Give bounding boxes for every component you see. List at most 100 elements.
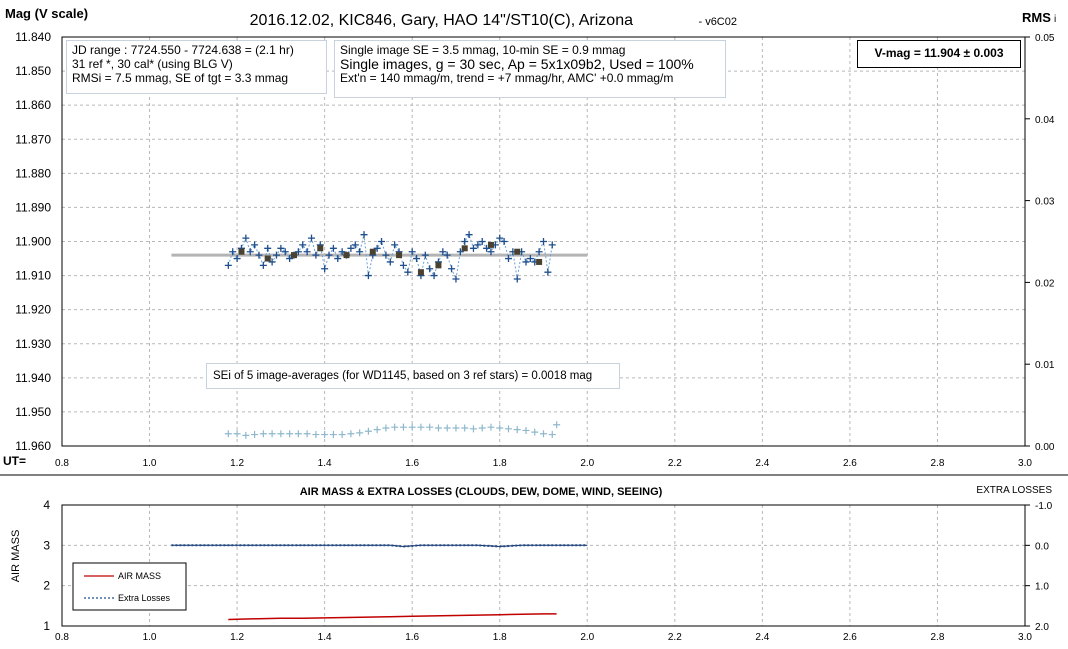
top-y2-tick-label: 0.01 xyxy=(1035,360,1055,371)
bottom-data-marks xyxy=(171,544,588,621)
rms-point xyxy=(303,430,311,438)
bottom-title: AIR MASS & EXTRA LOSSES (CLOUDS, DEW, DO… xyxy=(300,486,663,498)
single-image-point xyxy=(251,241,259,249)
average-point xyxy=(290,252,297,259)
bottom-y-tick-label: 1 xyxy=(43,619,50,633)
legend-frame xyxy=(72,562,187,611)
top-x-ticks: 0.8 1.0 1.2 1.4 1.6 1.8 2.0 2.2 2.4 2.6 2.8 3.0 xyxy=(55,458,1032,469)
info-extinction: Ext'n = 140 mmag/m, trend = +7 mmag/hr, … xyxy=(340,71,674,85)
rms-point xyxy=(321,431,329,439)
bottom-x-tick-label: 2.2 xyxy=(668,632,682,643)
bottom-y-ticks: 4 3 2 1 xyxy=(43,498,50,633)
bottom-y2-tick-label: 1.0 xyxy=(1035,582,1049,593)
average-point xyxy=(343,252,350,259)
rms-point xyxy=(417,423,425,431)
top-y-tick-label: 11.900 xyxy=(15,235,51,249)
single-image-point xyxy=(373,244,381,252)
rms-point xyxy=(478,424,486,432)
single-image-point xyxy=(513,275,521,283)
extra-losses-dotted-line xyxy=(171,544,588,548)
info-jd-range: JD range : 7724.550 - 7724.638 = (2.1 hr… xyxy=(72,43,294,57)
top-y-tick-label: 11.910 xyxy=(15,269,51,283)
average-point xyxy=(461,245,468,252)
rms-point xyxy=(522,426,530,434)
rms-point xyxy=(259,430,267,438)
bottom-x-tick-label: 3.0 xyxy=(1018,632,1032,643)
single-image-point xyxy=(487,248,495,256)
single-image-point xyxy=(255,251,263,259)
rms-point xyxy=(312,431,320,439)
single-image-point xyxy=(548,241,556,249)
top-y2-tick-label: 0.03 xyxy=(1035,197,1055,208)
rms-point xyxy=(277,430,285,438)
rms-point xyxy=(286,430,294,438)
rms-point xyxy=(294,430,302,438)
single-image-point xyxy=(242,234,250,242)
single-image-point xyxy=(351,241,359,249)
single-image-point xyxy=(286,255,294,263)
top-y-tick-label: 11.930 xyxy=(15,337,51,351)
average-point xyxy=(435,262,442,269)
rms-point xyxy=(233,430,241,438)
rms-point xyxy=(251,431,259,439)
bottom-y2-tick-label: 0.0 xyxy=(1035,541,1049,552)
single-image-point xyxy=(469,244,477,252)
single-image-point xyxy=(378,238,386,245)
rms-point xyxy=(391,423,399,431)
single-image-point xyxy=(233,255,241,263)
rms-point xyxy=(242,431,250,439)
rms-point xyxy=(531,428,539,436)
single-image-point xyxy=(277,244,285,252)
bottom-x-tick-label: 1.6 xyxy=(405,632,419,643)
single-image-point xyxy=(347,244,355,252)
info-box-left: JD range : 7724.550 - 7724.638 = (2.1 hr… xyxy=(66,40,327,94)
bottom-y2-label: EXTRA LOSSES xyxy=(976,485,1052,496)
y2-axis-label-sub: i xyxy=(1054,14,1056,25)
single-image-point xyxy=(474,241,482,249)
single-image-point xyxy=(526,255,534,263)
rms-point xyxy=(426,423,434,431)
single-image-point xyxy=(246,248,254,256)
single-image-point xyxy=(329,244,337,252)
single-image-point xyxy=(496,234,504,242)
info-box-middle: Single image SE = 3.5 mmag, 10-min SE = … xyxy=(334,40,726,98)
top-y-tick-label: 11.960 xyxy=(15,439,51,453)
top-y2-tick-label: 0.04 xyxy=(1035,115,1055,126)
single-image-point xyxy=(325,251,333,259)
single-image-point xyxy=(338,248,346,256)
rms-point xyxy=(443,424,451,432)
single-image-point xyxy=(544,268,552,276)
rms-point xyxy=(382,424,390,432)
top-x-tick-label: 2.0 xyxy=(580,458,594,469)
rms-point xyxy=(496,424,504,432)
top-data-marks xyxy=(171,231,588,439)
rms-point xyxy=(461,424,469,432)
single-image-point xyxy=(294,248,302,256)
top-y-tick-label: 11.870 xyxy=(15,132,51,146)
rms-point xyxy=(329,431,337,439)
bottom-x-tick-label: 1.4 xyxy=(318,632,332,643)
single-image-point xyxy=(281,248,289,256)
single-image-point xyxy=(404,268,412,276)
top-x-tick-label: 0.8 xyxy=(55,458,69,469)
bottom-x-tick-label: 2.6 xyxy=(843,632,857,643)
single-image-point xyxy=(229,248,237,256)
bottom-y2-tick-label: 2.0 xyxy=(1035,622,1049,633)
single-image-point xyxy=(268,258,276,266)
top-y2-tick-label: 0.00 xyxy=(1035,442,1055,453)
info-ref-stars: 31 ref *, 30 cal* (using BLG V) xyxy=(72,57,233,71)
top-y-tick-label: 11.850 xyxy=(15,64,51,78)
info-single-se: Single image SE = 3.5 mmag, 10-min SE = … xyxy=(340,43,626,57)
top-y-tick-label: 11.890 xyxy=(15,200,51,214)
rms-point xyxy=(399,423,407,431)
top-gridlines xyxy=(62,37,1025,446)
top-y2-tick-label: 0.02 xyxy=(1035,278,1055,289)
bottom-y2-ticks: -1.0 0.0 1.0 2.0 xyxy=(1025,501,1053,633)
single-image-point xyxy=(443,251,451,259)
average-point xyxy=(238,248,245,255)
single-image-point xyxy=(408,248,416,256)
single-image-point xyxy=(448,265,456,273)
rms-point xyxy=(434,424,442,432)
average-point xyxy=(417,269,424,276)
rms-point xyxy=(373,426,381,434)
